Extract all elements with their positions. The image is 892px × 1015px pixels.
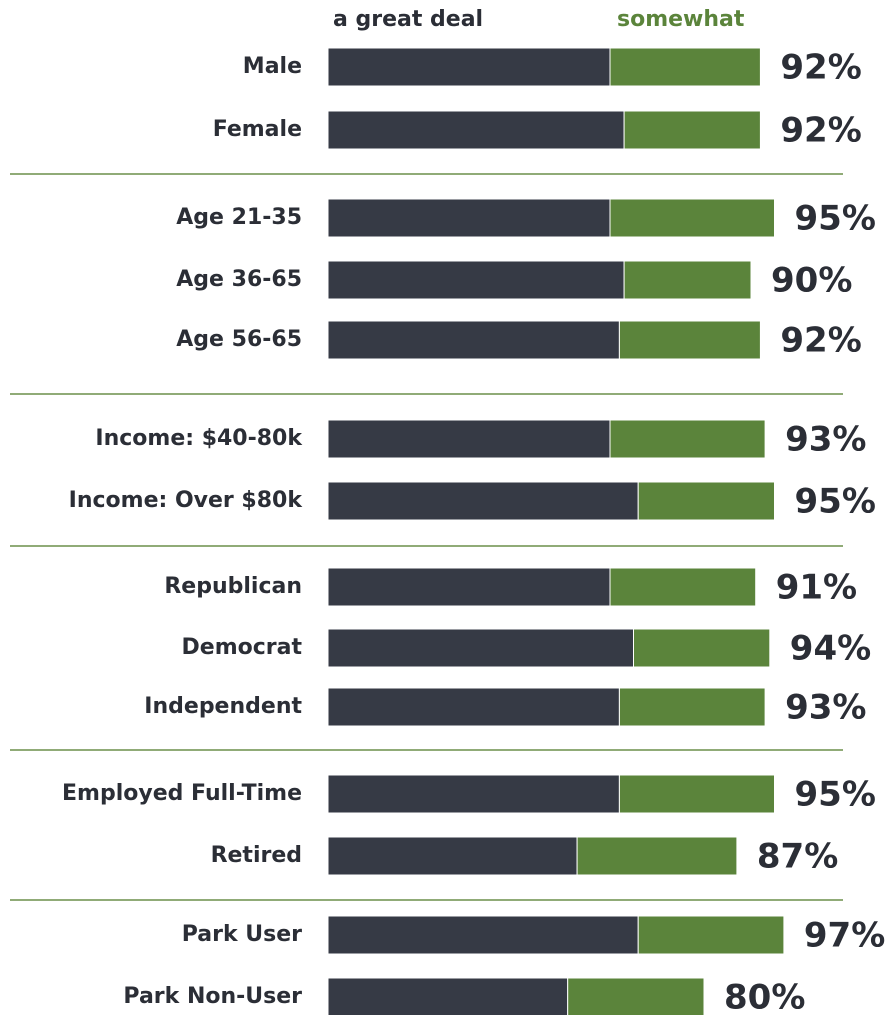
bar-segment <box>623 110 761 150</box>
total-label: 92% <box>780 321 861 361</box>
total-label: 95% <box>795 775 876 815</box>
total-label: 80% <box>724 978 805 1015</box>
category-label: Age 21-35 <box>176 205 302 230</box>
bar-segment <box>327 110 625 150</box>
bar-segment <box>609 567 757 607</box>
bar-segment <box>618 320 761 360</box>
bar-segment <box>637 481 776 521</box>
category-label: Female <box>213 117 302 142</box>
category-label: Employed Full-Time <box>62 781 302 806</box>
bar-segment <box>609 419 766 459</box>
bar-segment <box>327 915 639 955</box>
bar-segment <box>567 977 705 1015</box>
legend-label: somewhat <box>617 7 745 32</box>
bar-segment <box>327 687 620 727</box>
legend-label: a great deal <box>333 7 483 32</box>
total-label: 95% <box>795 199 876 239</box>
total-label: 94% <box>790 629 871 669</box>
category-label: Income: $40-80k <box>95 426 303 451</box>
bar-segment <box>618 774 776 814</box>
category-label: Republican <box>164 574 302 599</box>
bar-segment <box>576 836 738 876</box>
category-label: Independent <box>144 694 302 719</box>
bar-segment <box>327 320 620 360</box>
category-label: Retired <box>211 843 302 868</box>
bar-segment <box>633 628 771 668</box>
total-label: 97% <box>804 916 885 956</box>
category-label: Park Non-User <box>123 984 302 1009</box>
bar-segment <box>327 419 611 459</box>
bar-segment <box>327 977 569 1015</box>
total-label: 93% <box>785 688 866 728</box>
total-label: 90% <box>771 261 852 301</box>
bar-segment <box>623 260 752 300</box>
total-label: 92% <box>780 48 861 88</box>
total-label: 91% <box>776 568 857 608</box>
total-label: 87% <box>757 837 838 877</box>
bar-segment <box>609 47 761 87</box>
bar-segment <box>327 260 625 300</box>
bar-segment <box>618 687 766 727</box>
bar-segment <box>327 198 611 238</box>
bar-segment <box>327 481 639 521</box>
bar-segment <box>327 567 611 607</box>
bar-segment <box>609 198 775 238</box>
bar-segment <box>327 774 620 814</box>
total-label: 95% <box>795 482 876 522</box>
total-label: 92% <box>780 111 861 151</box>
category-label: Age 56-65 <box>176 327 302 352</box>
category-label: Democrat <box>182 635 303 660</box>
category-label: Age 36-65 <box>176 267 302 292</box>
bar-segment <box>637 915 785 955</box>
bar-segment <box>327 628 634 668</box>
category-label: Park User <box>182 922 302 947</box>
total-label: 93% <box>785 420 866 460</box>
bar-segment <box>327 836 578 876</box>
category-label: Male <box>243 54 302 79</box>
category-label: Income: Over $80k <box>69 488 304 513</box>
bar-segment <box>327 47 611 87</box>
